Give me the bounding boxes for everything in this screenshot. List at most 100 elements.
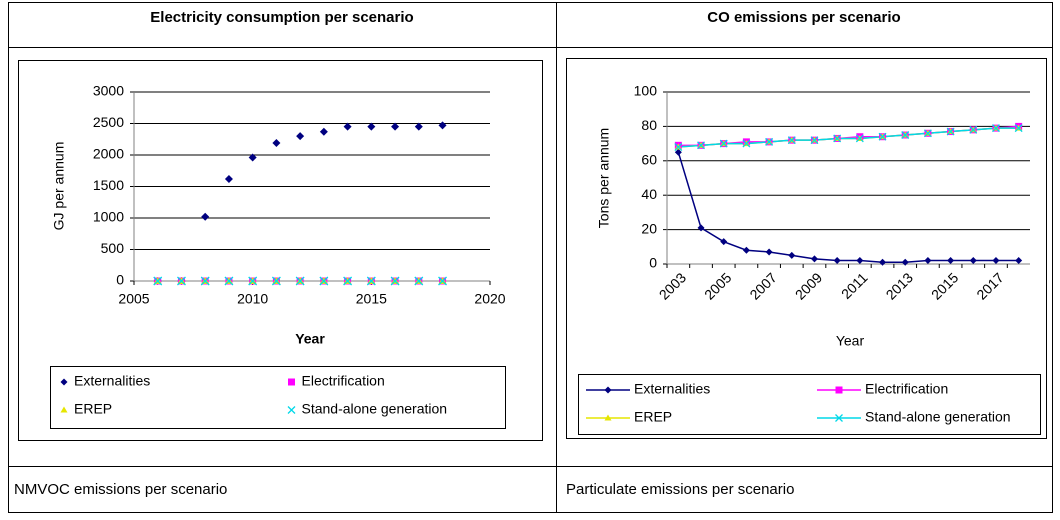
- x-axis-label: Year: [836, 333, 865, 349]
- x-tick-label: 2005: [118, 291, 149, 307]
- y-tick-label: 60: [641, 152, 657, 168]
- legend-label: Stand-alone generation: [865, 409, 1011, 425]
- y-tick-label: 1000: [93, 209, 124, 225]
- marker: [719, 139, 728, 148]
- cell-text: NMVOC emissions per scenario: [14, 481, 227, 498]
- y-tick-label: 0: [649, 255, 657, 271]
- y-tick-label: 80: [641, 117, 657, 133]
- series-line: [678, 125, 1019, 147]
- marker: [833, 257, 841, 265]
- marker: [272, 139, 281, 148]
- y-axis-label: GJ per annum: [51, 142, 67, 231]
- marker: [992, 124, 1000, 133]
- y-axis-label: Tons per annum: [596, 128, 612, 228]
- legend-label: Externalities: [74, 373, 150, 389]
- legend-label: EREP: [634, 409, 672, 425]
- marker: [60, 406, 68, 413]
- marker: [60, 378, 68, 386]
- marker: [856, 257, 864, 265]
- marker: [224, 174, 233, 183]
- marker: [296, 132, 305, 141]
- marker: [153, 276, 163, 286]
- marker: [787, 136, 796, 145]
- x-tick-label: 2015: [356, 291, 387, 307]
- marker: [414, 122, 423, 131]
- marker: [765, 137, 774, 146]
- marker: [248, 276, 258, 286]
- legend-label: Electrification: [302, 373, 385, 389]
- marker: [604, 386, 612, 394]
- marker: [201, 212, 210, 221]
- chart-frame: [18, 60, 543, 441]
- marker: [177, 276, 186, 286]
- marker: [835, 386, 843, 394]
- marker: [1015, 257, 1023, 265]
- chart-frame: [566, 58, 1047, 439]
- marker: [390, 276, 400, 286]
- marker: [878, 132, 887, 141]
- marker: [946, 127, 955, 136]
- marker: [200, 276, 210, 286]
- legend-label: Electrification: [865, 381, 948, 397]
- marker: [319, 276, 329, 286]
- marker: [287, 406, 296, 414]
- x-tick-label: 2003: [656, 269, 689, 302]
- marker: [765, 248, 773, 256]
- marker: [879, 258, 887, 266]
- x-tick-label: 2007: [746, 269, 779, 302]
- marker: [288, 378, 295, 386]
- legend-label: Externalities: [634, 381, 710, 397]
- marker: [248, 153, 257, 162]
- marker: [1014, 124, 1023, 133]
- marker: [366, 276, 376, 286]
- y-tick-label: 40: [641, 186, 657, 202]
- marker: [720, 238, 728, 246]
- marker: [788, 251, 796, 259]
- marker: [992, 257, 1000, 265]
- legend-box: [50, 366, 506, 429]
- marker: [604, 414, 612, 421]
- legend-box: [578, 374, 1041, 435]
- table: [8, 2, 1053, 513]
- marker: [295, 276, 305, 286]
- y-tick-label: 20: [641, 220, 657, 236]
- marker: [742, 139, 751, 148]
- marker: [271, 276, 281, 286]
- x-tick-label: 2015: [928, 269, 961, 302]
- marker: [319, 127, 328, 136]
- marker: [969, 257, 977, 265]
- x-tick-label: 2009: [792, 269, 825, 302]
- x-tick-label: 2013: [883, 269, 916, 302]
- marker: [947, 257, 955, 265]
- x-tick-label: 2005: [701, 269, 734, 302]
- marker: [923, 129, 932, 138]
- marker: [697, 224, 705, 232]
- marker: [697, 141, 705, 150]
- marker: [810, 136, 819, 145]
- table-border: [8, 2, 1053, 513]
- y-tick-label: 0: [116, 272, 124, 288]
- marker: [674, 143, 683, 151]
- y-tick-label: 2500: [93, 114, 124, 130]
- cell-header: Electricity consumption per scenario: [150, 9, 413, 26]
- marker: [367, 122, 376, 131]
- cell-header: CO emissions per scenario: [707, 9, 900, 26]
- x-axis-label: Year: [295, 331, 325, 347]
- marker: [833, 134, 842, 143]
- marker: [224, 276, 234, 286]
- marker: [901, 131, 910, 139]
- marker: [438, 276, 447, 286]
- x-tick-label: 2020: [474, 291, 505, 307]
- marker: [343, 122, 352, 131]
- marker: [855, 134, 864, 143]
- y-tick-label: 3000: [93, 83, 124, 99]
- y-tick-label: 100: [634, 83, 658, 99]
- x-tick-label: 2010: [237, 291, 268, 307]
- marker: [438, 121, 447, 130]
- marker: [969, 125, 978, 134]
- marker: [810, 255, 818, 263]
- legend-label: EREP: [74, 401, 112, 417]
- y-tick-label: 1500: [93, 177, 124, 193]
